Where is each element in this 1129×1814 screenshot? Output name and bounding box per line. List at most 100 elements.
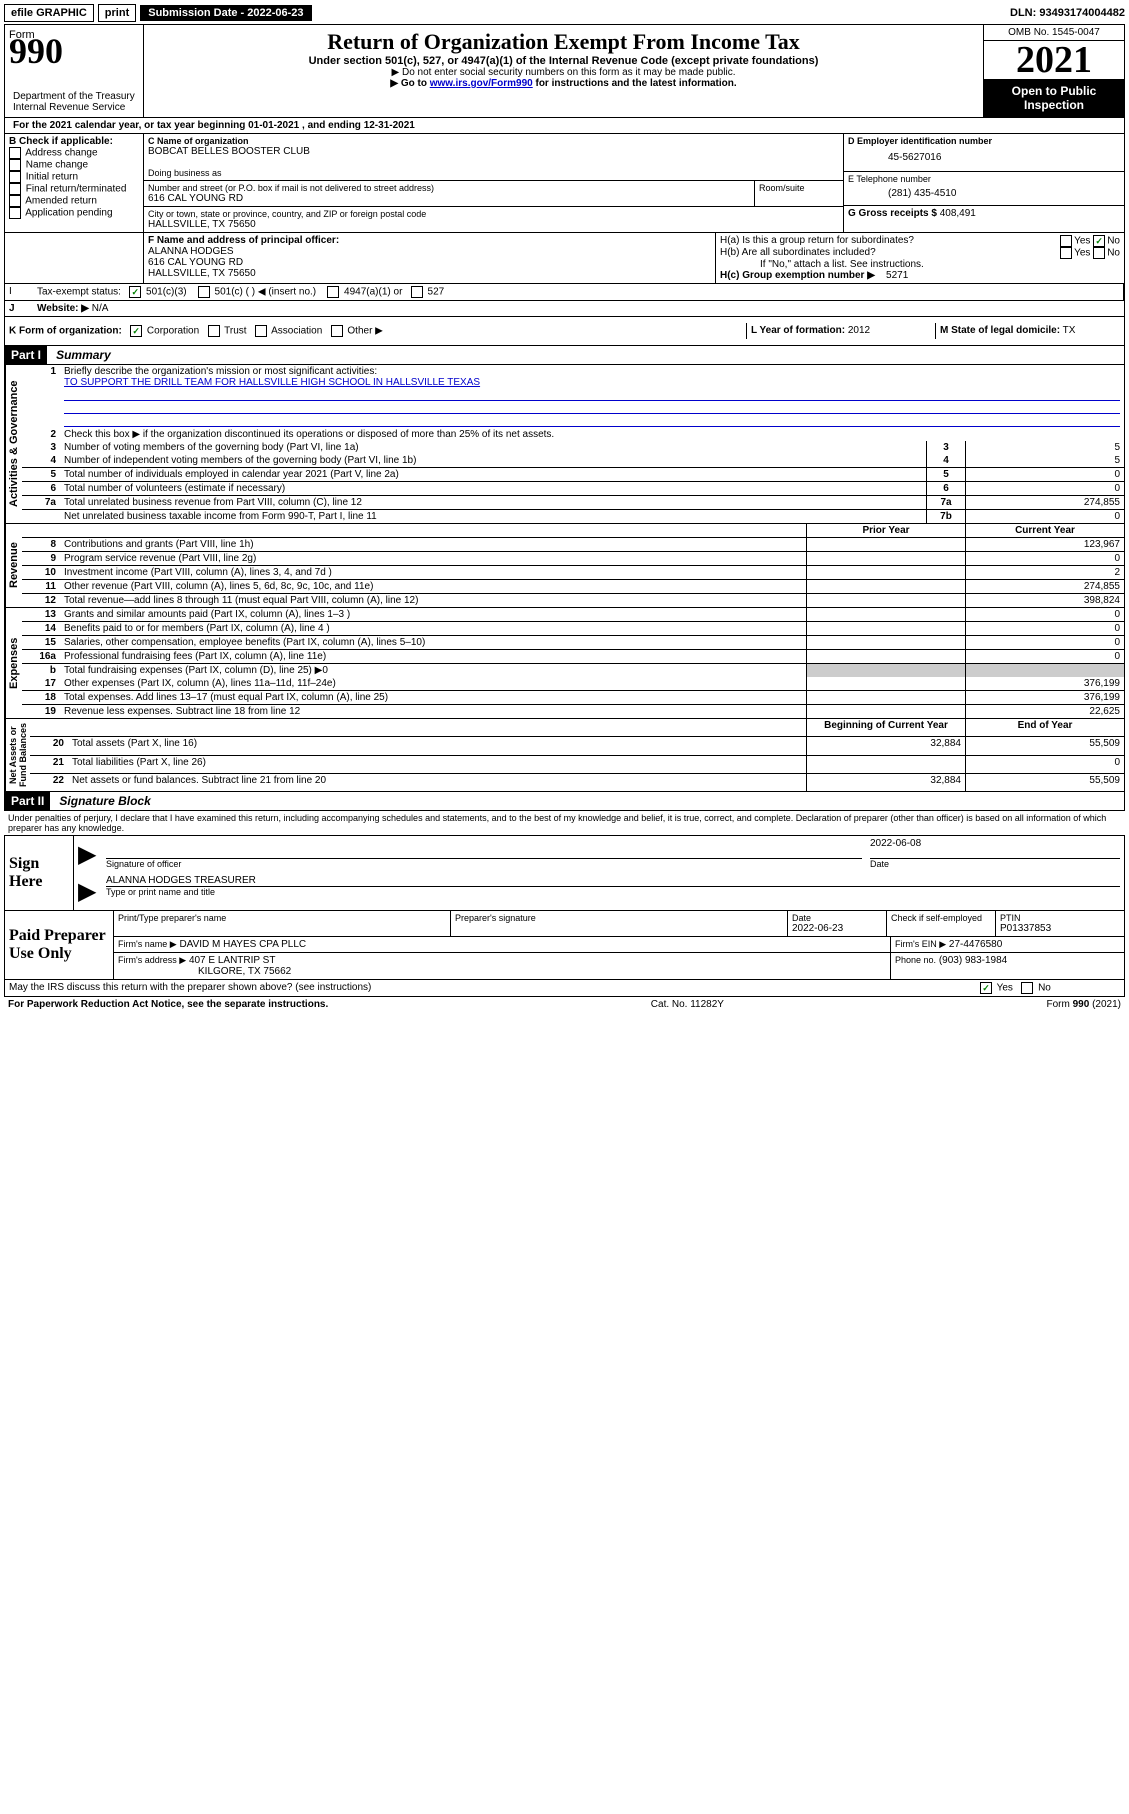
line13-cy: 0	[966, 608, 1125, 622]
phone-value: (281) 435-4510	[848, 184, 1120, 203]
4947-checkbox[interactable]	[327, 286, 339, 298]
website-value: N/A	[92, 303, 109, 314]
hc-label: H(c) Group exemption number ▶	[720, 270, 875, 281]
line22-cy: 55,509	[966, 773, 1125, 791]
sign-arrow-icon: ▶	[74, 836, 102, 873]
dba-label: Doing business as	[148, 168, 839, 178]
paid-preparer-label: Paid Preparer Use Only	[5, 911, 114, 979]
street-address: 616 CAL YOUNG RD	[148, 193, 750, 204]
corp-checkbox[interactable]	[130, 325, 142, 337]
sig-date: 2022-06-08	[870, 838, 1120, 859]
hc-value: 5271	[886, 270, 908, 281]
website-row: J Website: ▶ N/A	[4, 301, 1125, 317]
period-text: For the 2021 calendar year, or tax year …	[13, 120, 415, 131]
instruction-1: ▶ Do not enter social security numbers o…	[148, 67, 979, 78]
form-subtitle: Under section 501(c), 527, or 4947(a)(1)…	[148, 55, 979, 67]
firm-phone-label: Phone no.	[895, 955, 936, 965]
line12-cy: 398,824	[966, 594, 1125, 608]
discuss-text: May the IRS discuss this return with the…	[5, 980, 976, 996]
other-checkbox[interactable]	[331, 325, 343, 337]
hb-no-checkbox[interactable]	[1093, 247, 1105, 259]
discuss-yes-checkbox[interactable]	[980, 982, 992, 994]
name-change-checkbox[interactable]	[9, 159, 21, 171]
hb-label: H(b) Are all subordinates included?	[720, 247, 876, 259]
submission-date: Submission Date - 2022-06-23	[140, 5, 311, 21]
firm-name-label: Firm's name ▶	[118, 939, 177, 949]
officer-addr2: HALLSVILLE, TX 75650	[148, 268, 711, 279]
form-prefix: Form	[9, 29, 35, 41]
hb-yes-checkbox[interactable]	[1060, 247, 1072, 259]
footer-mid: Cat. No. 11282Y	[651, 999, 724, 1010]
end-year-header: End of Year	[966, 719, 1125, 737]
efile-button[interactable]: efile GRAPHIC	[4, 4, 94, 22]
line5-cy: 0	[966, 468, 1125, 482]
ha-yes-checkbox[interactable]	[1060, 235, 1072, 247]
discuss-row: May the IRS discuss this return with the…	[4, 980, 1125, 997]
501c-checkbox[interactable]	[198, 286, 210, 298]
declaration-text: Under penalties of perjury, I declare th…	[4, 811, 1125, 835]
sidebar-netassets: Net Assets or Fund Balances	[5, 719, 30, 791]
prep-date: 2022-06-23	[792, 923, 882, 934]
501c3-checkbox[interactable]	[129, 286, 141, 298]
footer-right: Form 990 (2021)	[1047, 999, 1121, 1010]
page-footer: For Paperwork Reduction Act Notice, see …	[4, 997, 1125, 1012]
current-year-header: Current Year	[966, 524, 1125, 538]
topbar: efile GRAPHIC print Submission Date - 20…	[4, 4, 1125, 22]
firm-ein: 27-4476580	[949, 939, 1002, 950]
firm-phone: (903) 983-1984	[939, 955, 1007, 966]
firm-ein-label: Firm's EIN ▶	[895, 939, 946, 949]
ein-value: 45-5627016	[848, 146, 1120, 169]
line9-cy: 0	[966, 552, 1125, 566]
application-pending-checkbox[interactable]	[9, 207, 21, 219]
name-label: Type or print name and title	[106, 887, 1120, 897]
sidebar-revenue: Revenue	[5, 524, 22, 607]
prep-sig-label: Preparer's signature	[455, 913, 783, 923]
line20-cy: 55,509	[966, 737, 1125, 755]
open-to-public: Open to Public Inspection	[984, 80, 1124, 117]
part1-header-row: Part I Summary	[4, 346, 1125, 365]
line6-cy: 0	[966, 482, 1125, 496]
prior-year-header: Prior Year	[807, 524, 966, 538]
line17-cy: 376,199	[966, 677, 1125, 691]
m-label: M State of legal domicile:	[940, 325, 1060, 336]
assoc-checkbox[interactable]	[255, 325, 267, 337]
m-value: TX	[1063, 325, 1076, 336]
tax-year: 2021	[984, 41, 1124, 80]
officer-addr1: 616 CAL YOUNG RD	[148, 257, 711, 268]
line22-py: 32,884	[807, 773, 966, 791]
line16a-cy: 0	[966, 650, 1125, 664]
line15-cy: 0	[966, 636, 1125, 650]
mission-label: Briefly describe the organization's miss…	[64, 366, 377, 377]
tax-exempt-row: I Tax-exempt status: 501(c)(3) 501(c) ( …	[4, 284, 1125, 301]
irs-link[interactable]: www.irs.gov/Form990	[430, 78, 533, 89]
final-return-checkbox[interactable]	[9, 183, 21, 195]
firm-addr1: 407 E LANTRIP ST	[189, 955, 276, 966]
ha-label: H(a) Is this a group return for subordin…	[720, 235, 914, 247]
ptin-label: PTIN	[1000, 913, 1120, 923]
initial-return-checkbox[interactable]	[9, 171, 21, 183]
address-change-checkbox[interactable]	[9, 147, 21, 159]
print-button[interactable]: print	[98, 4, 136, 22]
row-i-label: I	[5, 284, 33, 300]
part1-label: Part I	[5, 346, 47, 364]
footer-left: For Paperwork Reduction Act Notice, see …	[8, 999, 328, 1010]
city-label: City or town, state or province, country…	[148, 209, 839, 219]
org-form-row: K Form of organization: Corporation Trus…	[4, 317, 1125, 346]
begin-year-header: Beginning of Current Year	[807, 719, 966, 737]
org-name-label: C Name of organization	[148, 136, 839, 146]
officer-label: F Name and address of principal officer:	[148, 235, 711, 246]
org-name: BOBCAT BELLES BOOSTER CLUB	[148, 146, 839, 157]
line2-text: Check this box ▶ if the organization dis…	[60, 428, 1124, 441]
h-note: If "No," attach a list. See instructions…	[720, 259, 1120, 270]
trust-checkbox[interactable]	[208, 325, 220, 337]
527-checkbox[interactable]	[411, 286, 423, 298]
discuss-no-checkbox[interactable]	[1021, 982, 1033, 994]
line7b-cy: 0	[966, 510, 1125, 524]
amended-return-checkbox[interactable]	[9, 195, 21, 207]
line20-py: 32,884	[807, 737, 966, 755]
prep-name-label: Print/Type preparer's name	[118, 913, 446, 923]
l-label: L Year of formation:	[751, 325, 845, 336]
firm-addr2: KILGORE, TX 75662	[118, 966, 291, 977]
part2-header-row: Part II Signature Block	[4, 792, 1125, 811]
ha-no-checkbox[interactable]	[1093, 235, 1105, 247]
